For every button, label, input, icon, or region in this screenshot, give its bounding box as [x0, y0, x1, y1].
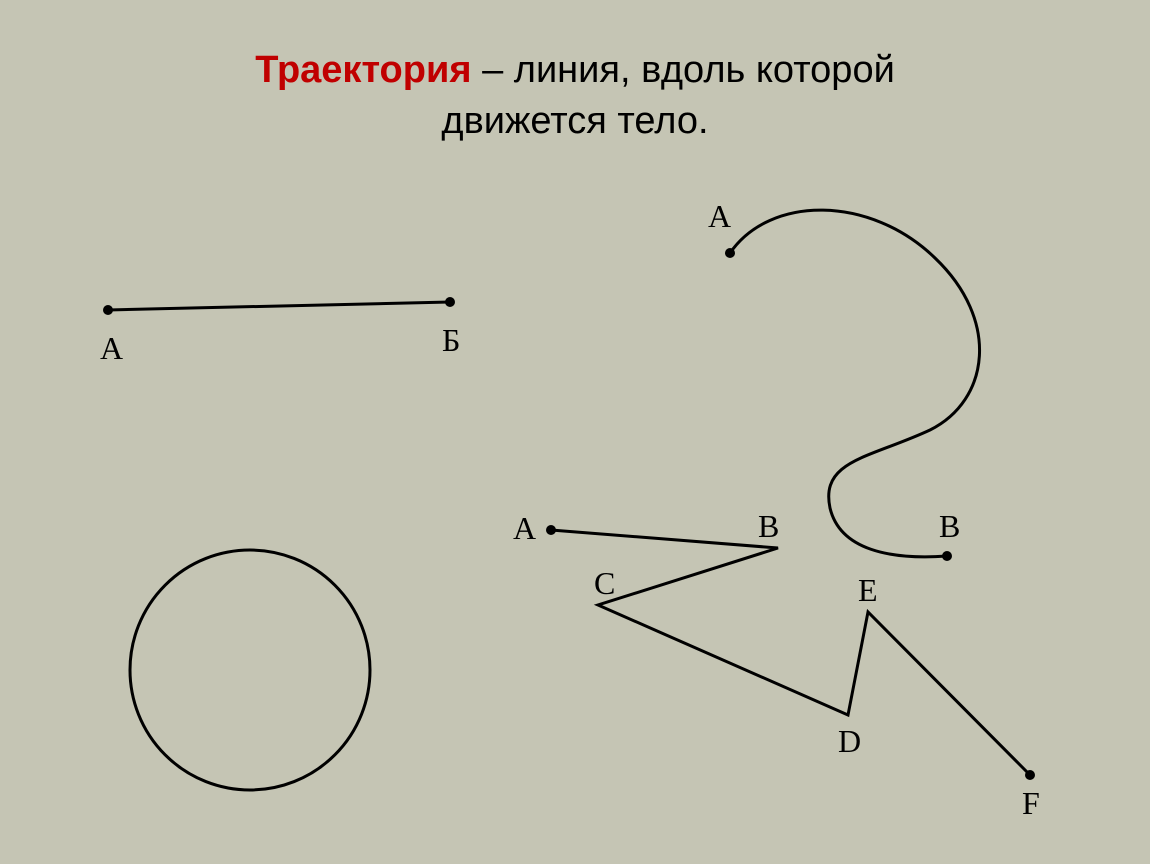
- straight-line-trajectory: [103, 297, 455, 315]
- label-zigzag-c: C: [594, 565, 615, 602]
- zigzag-trajectory: [546, 525, 1035, 780]
- label-line-b: Б: [442, 322, 460, 359]
- label-line-a: А: [100, 330, 123, 367]
- label-zigzag-b: B: [758, 508, 779, 545]
- label-zigzag-f: F: [1022, 785, 1040, 822]
- label-curve-a: A: [708, 198, 731, 235]
- circle-trajectory: [130, 550, 370, 790]
- label-zigzag-d: D: [838, 723, 861, 760]
- label-curve-b: B: [939, 508, 960, 545]
- label-zigzag-a: A: [513, 510, 536, 547]
- diagram-canvas: [0, 0, 1150, 864]
- label-zigzag-e: E: [858, 572, 878, 609]
